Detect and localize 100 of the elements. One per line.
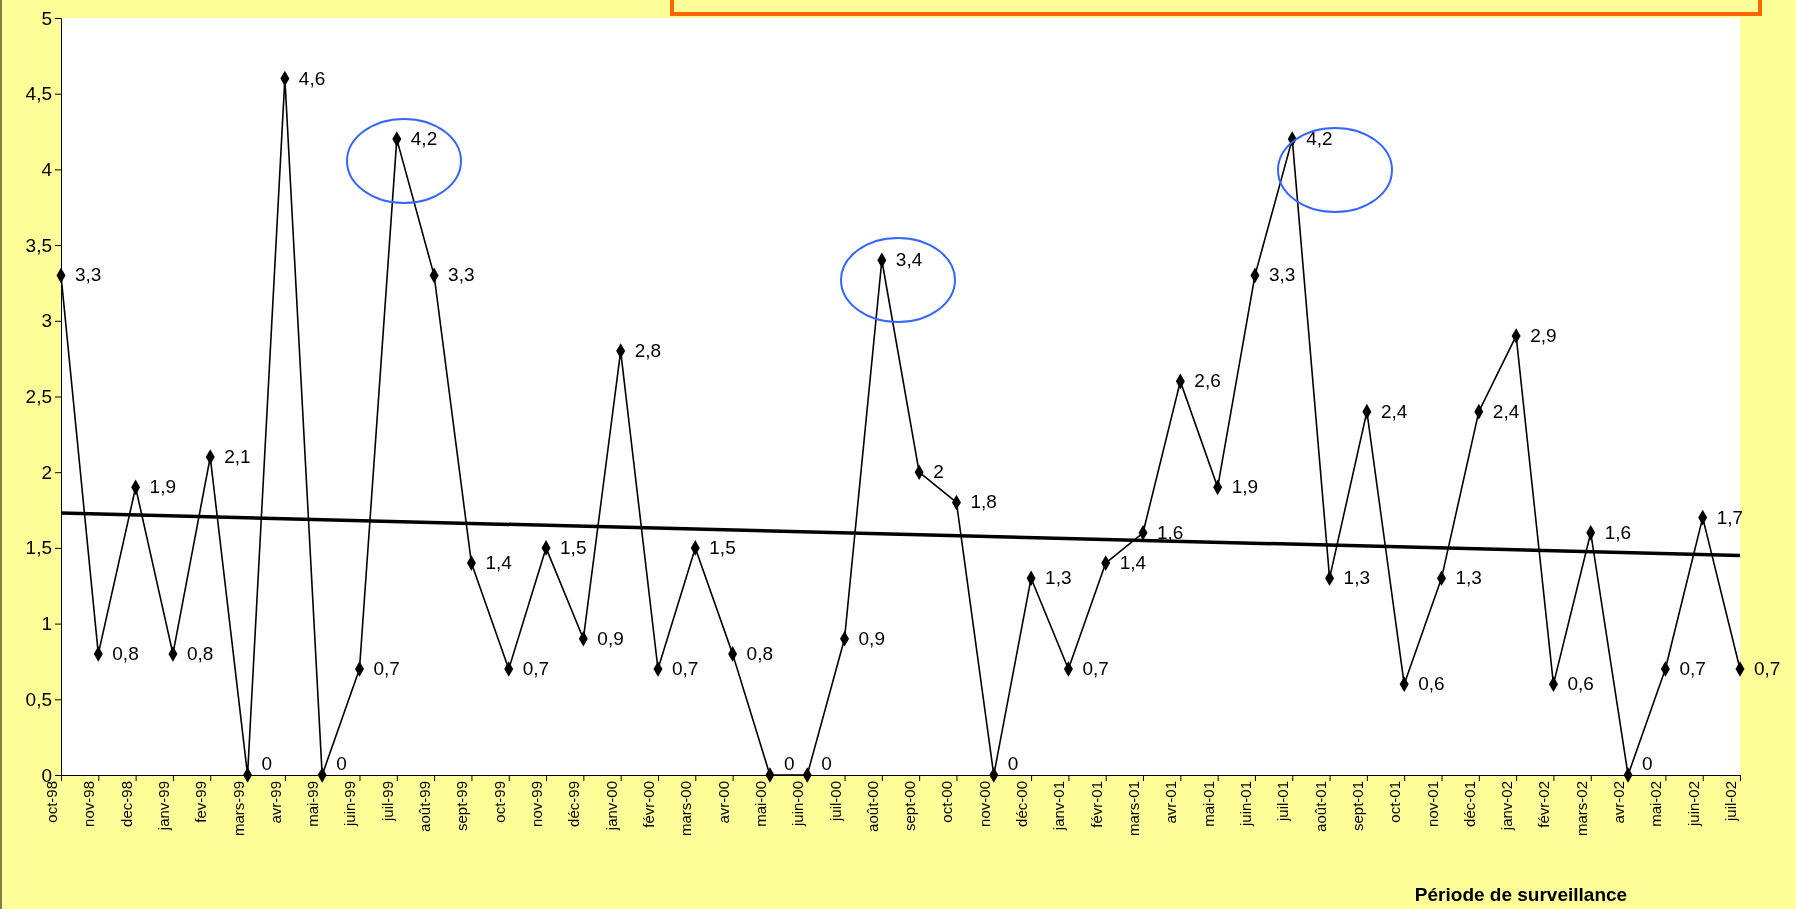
data-label: 1,3 [1343,567,1370,589]
data-label: 2,1 [224,446,251,468]
x-tick-label: sept-99 [453,781,471,832]
x-tick-label: déc-01 [1460,781,1478,827]
data-label: 3,3 [75,264,102,286]
data-label: 0 [821,753,832,774]
x-tick-label: mai-02 [1647,781,1665,827]
data-label: 1,9 [149,476,177,498]
data-label: 4,6 [298,67,326,89]
x-tick-label: févr-00 [639,781,657,828]
x-tick-label: sept-01 [1348,781,1366,832]
x-tick-label: déc-00 [1013,781,1031,827]
x-tick-label: dec-98 [117,781,135,827]
x-tick-label: avr-00 [714,781,732,824]
data-label: 2,4 [1492,400,1520,422]
x-tick-label: juin-02 [1684,781,1702,828]
x-tick-label: mars-02 [1572,781,1590,837]
data-label: 0,7 [522,658,550,680]
x-tick-label: déc-99 [565,781,583,827]
data-label: 1,3 [1455,567,1482,589]
data-label: 0,7 [671,658,699,680]
x-tick-label: mai-00 [751,781,769,827]
x-tick-label: juil-01 [1274,781,1292,823]
x-tick-label: févr-01 [1087,781,1105,828]
x-tick-label: juil-00 [826,781,844,823]
x-tick-label: juil-02 [1722,781,1739,823]
x-tick-label: fev-99 [192,781,210,823]
data-label: 0,7 [1679,658,1706,680]
data-label: 0,8 [112,642,139,664]
data-label: 2,6 [1194,370,1221,392]
x-tick-label: août-01 [1311,781,1329,832]
x-tick-label: mai-99 [304,781,322,827]
x-tick-label: mai-01 [1199,781,1217,827]
y-tick-label: 0,5 [25,688,52,710]
x-tick-label: juin-99 [341,781,359,828]
data-label: 1,6 [1157,521,1184,543]
data-label: 1,7 [1716,506,1744,528]
data-label: 0,6 [1567,673,1594,695]
x-tick-label: oct-99 [490,781,508,823]
data-label: 2,8 [634,340,662,362]
data-label: 0,8 [186,642,214,664]
data-label: 0,6 [1418,673,1445,695]
data-label: 4,2 [410,128,438,150]
x-tick-label: juin-01 [1236,781,1254,828]
data-label: 0,7 [373,658,400,680]
data-label: 0 [783,753,795,774]
y-tick-label: 1,5 [25,537,52,559]
data-label: 1,3 [1045,567,1072,589]
x-tick-label: mars-01 [1125,781,1143,837]
x-tick-label: sept-00 [901,781,919,832]
data-label: 2,9 [1530,324,1557,346]
data-label: 0 [261,753,273,774]
x-tick-label: janv-02 [1498,781,1516,832]
x-tick-label: oct-98 [43,781,60,823]
x-tick-label: nov-00 [975,781,993,827]
x-tick-label: mars-00 [677,781,695,837]
y-tick-label: 4,5 [25,83,52,105]
data-label: 0,7 [1082,658,1109,680]
x-tick-label: oct-01 [1386,781,1404,823]
x-tick-label: août-99 [416,781,434,832]
y-tick-label: 1 [41,613,52,635]
data-label: 3,3 [1268,264,1296,286]
data-label: 0,9 [597,627,624,649]
data-label: 0,7 [1754,658,1781,680]
data-label: 1,5 [709,536,736,558]
x-tick-label: oct-00 [938,781,956,823]
x-tick-label: nov-01 [1423,781,1441,827]
x-axis-title: Période de surveillance [1414,884,1628,905]
data-label: 0 [1642,753,1653,774]
data-label: 3,3 [448,264,475,286]
x-tick-label: janv-99 [154,781,172,832]
data-label: 0,9 [858,627,885,649]
x-tick-label: nov-98 [80,781,98,827]
x-tick-label: avr-02 [1610,781,1628,824]
data-label: 0 [336,753,347,774]
data-label: 1,9 [1231,476,1259,498]
x-tick-label: avr-01 [1162,781,1180,824]
x-tick-label: janv-00 [602,781,620,832]
x-tick-label: juil-99 [378,781,396,823]
data-label: 0,8 [746,642,774,664]
x-tick-label: févr-02 [1535,781,1553,828]
x-tick-label: janv-01 [1050,781,1068,832]
y-tick-label: 3,5 [25,234,52,256]
x-tick-label: avr-99 [266,781,284,824]
y-tick-label: 5 [41,7,52,29]
y-tick-label: 2 [41,461,52,483]
data-label: 2,4 [1380,400,1408,422]
data-label: 4,2 [1306,128,1333,150]
x-tick-label: août-00 [863,781,881,832]
y-tick-label: 3 [41,310,52,332]
x-tick-label: nov-99 [528,781,546,827]
data-label: 1,8 [970,491,997,513]
data-label: 1,6 [1604,521,1632,543]
x-tick-label: mars-99 [229,781,247,837]
y-tick-label: 4 [41,158,53,180]
y-tick-label: 2,5 [25,386,52,408]
x-tick-label: juin-00 [789,781,807,828]
data-label: 1,4 [485,552,513,574]
data-label: 3,4 [895,249,923,271]
data-label: 1,4 [1119,552,1147,574]
